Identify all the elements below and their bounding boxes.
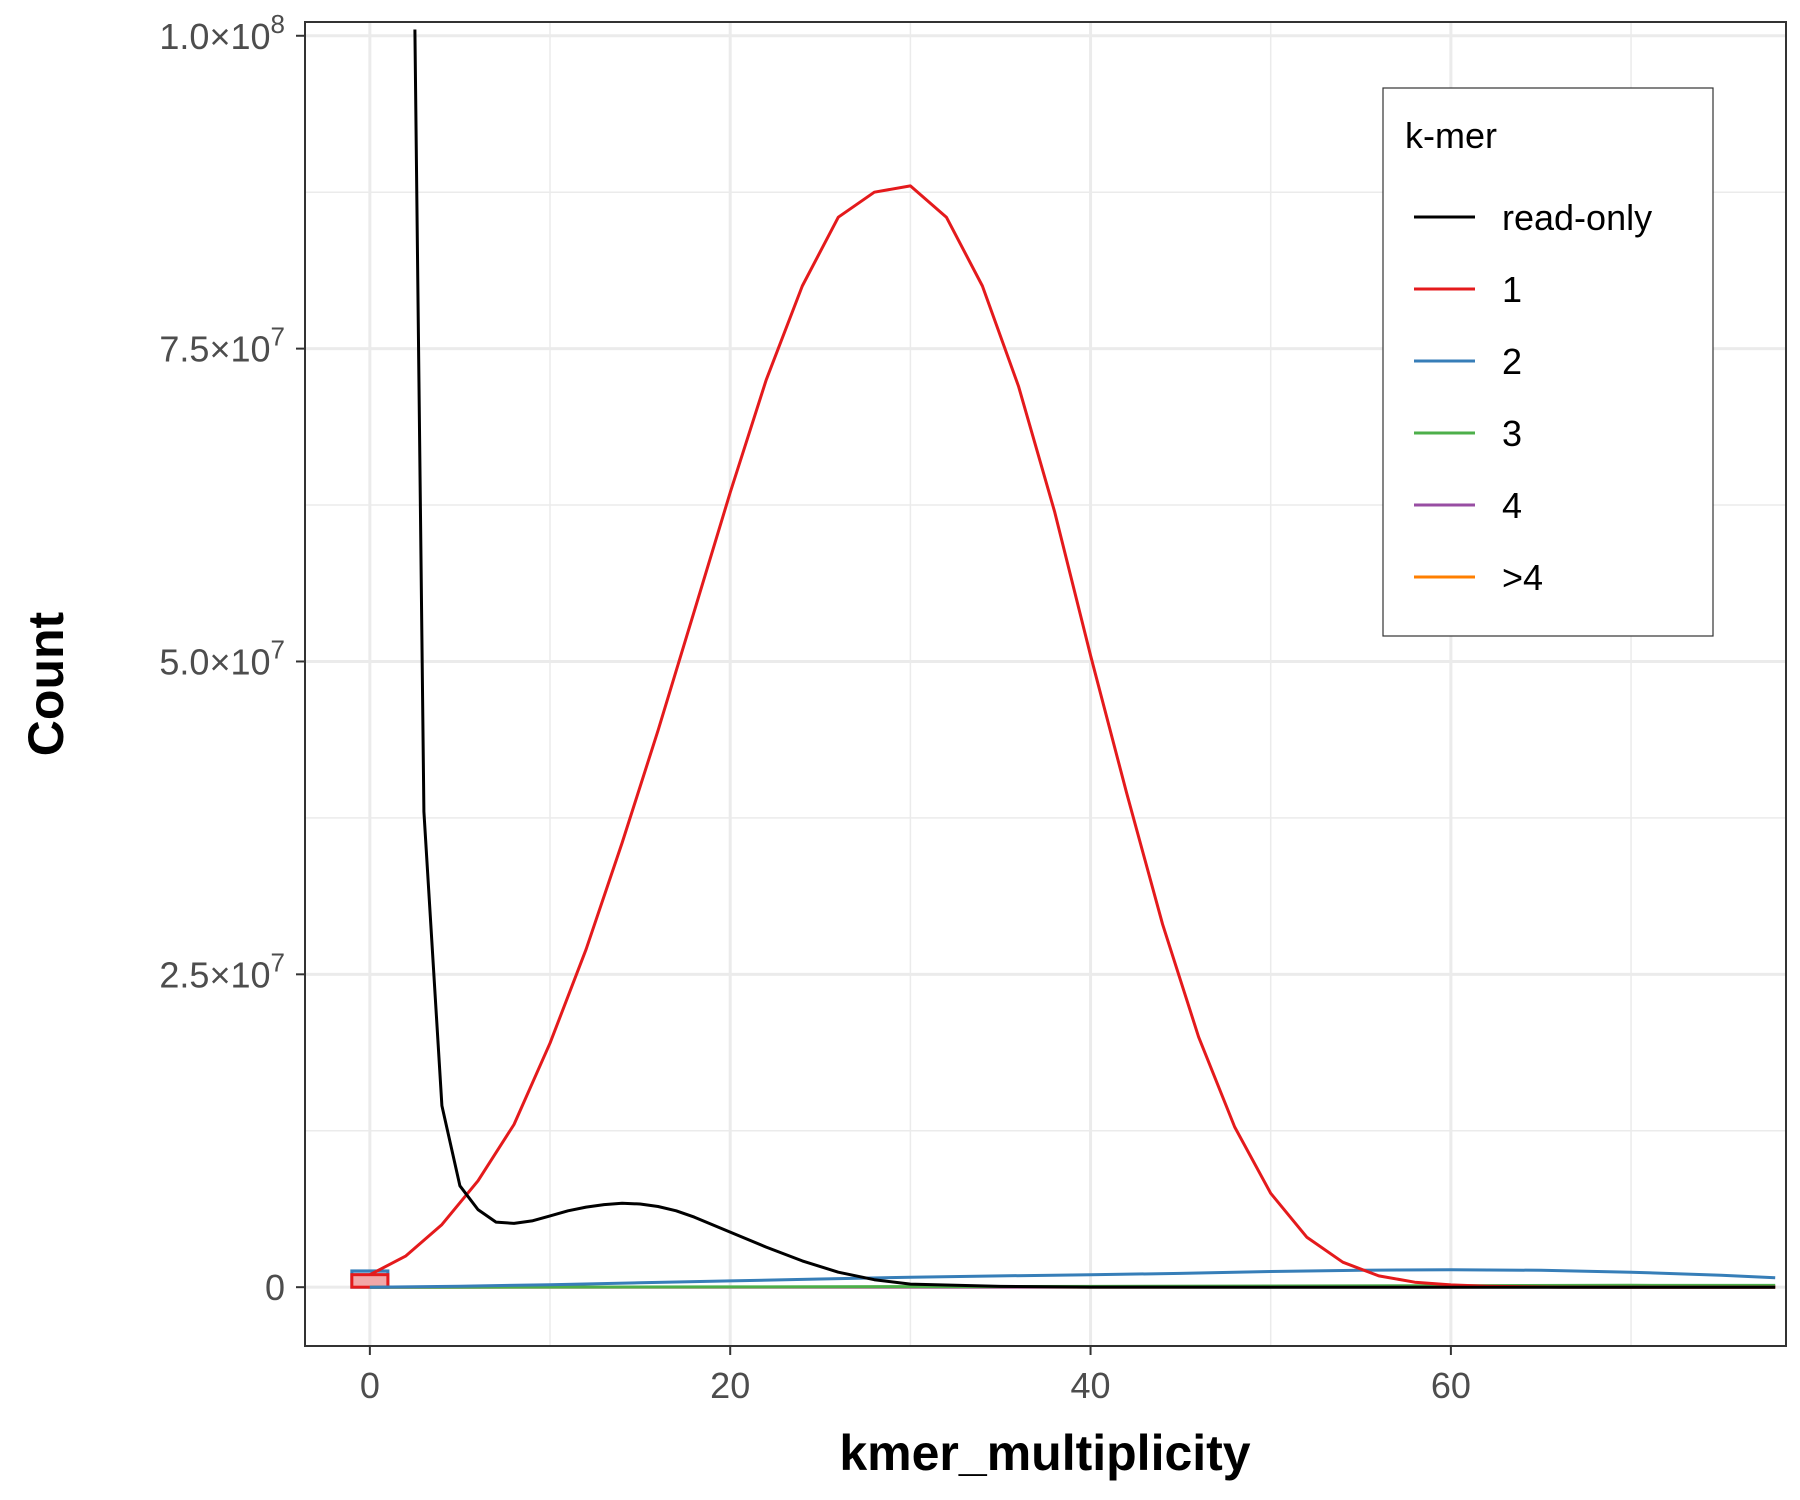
x-axis-title: kmer_multiplicity bbox=[839, 1425, 1250, 1481]
legend-label: 4 bbox=[1502, 485, 1522, 526]
bar-zero-1 bbox=[350, 1273, 390, 1289]
x-tick-label: 20 bbox=[710, 1365, 750, 1406]
series-line-2 bbox=[369, 1268, 1776, 1289]
series-line-read-only bbox=[413, 29, 1776, 1289]
y-axis-title: Count bbox=[18, 611, 74, 756]
legend-title: k-mer bbox=[1405, 115, 1497, 156]
panel-border bbox=[304, 21, 1787, 1347]
legend-label: 3 bbox=[1502, 413, 1522, 454]
x-axis-ticks: 0 20 40 60 bbox=[360, 1346, 1471, 1406]
grid-major bbox=[305, 22, 1786, 1346]
legend-label: 1 bbox=[1502, 269, 1522, 310]
legend-label: 2 bbox=[1502, 341, 1522, 382]
y-tick-label: 2.5×107 bbox=[159, 947, 285, 995]
x-tick-label: 40 bbox=[1071, 1365, 1111, 1406]
x-tick-label: 0 bbox=[360, 1365, 380, 1406]
y-axis-ticks: 0 2.5×107 5.0×107 7.5×107 1.0×108 bbox=[159, 9, 305, 1308]
series-lines bbox=[369, 29, 1776, 1289]
zero-bars bbox=[350, 1269, 390, 1289]
y-tick-label: 1.0×108 bbox=[159, 9, 285, 57]
y-tick-label: 7.5×107 bbox=[159, 322, 285, 370]
y-tick-label: 5.0×107 bbox=[159, 634, 285, 682]
legend-label: read-only bbox=[1502, 197, 1652, 238]
y-tick-label: 0 bbox=[265, 1267, 285, 1308]
legend: k-mer read-only 1 2 3 4 >4 bbox=[1382, 87, 1714, 637]
x-tick-label: 60 bbox=[1431, 1365, 1471, 1406]
legend-entries: read-only 1 2 3 4 >4 bbox=[1414, 197, 1652, 598]
legend-label: >4 bbox=[1502, 557, 1543, 598]
series-line-1 bbox=[369, 184, 1776, 1289]
